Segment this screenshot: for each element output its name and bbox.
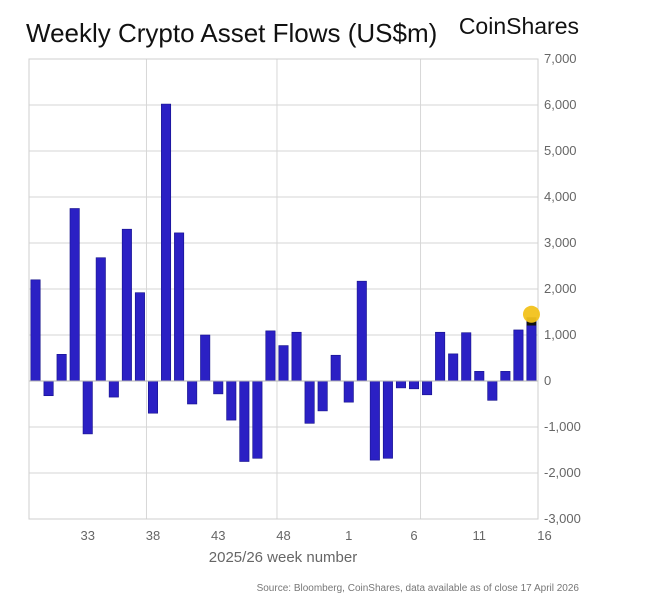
bar xyxy=(330,354,341,382)
bar xyxy=(30,279,41,382)
bar xyxy=(448,353,459,382)
bar xyxy=(121,228,132,382)
bar xyxy=(317,380,328,412)
bar xyxy=(265,330,276,382)
bar xyxy=(395,380,406,389)
bar xyxy=(56,354,67,382)
x-tick-label: 38 xyxy=(146,528,160,543)
x-tick-label: 16 xyxy=(537,528,551,543)
bar xyxy=(343,380,354,403)
bar xyxy=(252,380,263,459)
bar xyxy=(174,232,185,382)
y-tick-label: -1,000 xyxy=(544,419,581,434)
bar xyxy=(226,380,237,421)
bar xyxy=(187,380,198,405)
bar xyxy=(134,292,145,382)
y-tick-label: 3,000 xyxy=(544,235,577,250)
y-tick-label: 0 xyxy=(544,373,551,388)
bar xyxy=(304,380,315,424)
bar xyxy=(239,380,250,462)
source-note: Source: Bloomberg, CoinShares, data avai… xyxy=(257,583,580,594)
y-tick-label: 5,000 xyxy=(544,143,577,158)
bar xyxy=(526,317,537,382)
bar xyxy=(291,331,302,382)
y-tick-label: 7,000 xyxy=(544,51,577,66)
bar xyxy=(382,380,393,459)
bar xyxy=(474,371,485,382)
x-tick-label: 48 xyxy=(276,528,290,543)
x-tick-label: 6 xyxy=(410,528,417,543)
bar xyxy=(356,280,367,382)
bar xyxy=(435,331,446,382)
bar xyxy=(409,380,420,390)
bar xyxy=(69,208,80,382)
y-tick-label: 1,000 xyxy=(544,327,577,342)
bar xyxy=(161,103,172,382)
bar xyxy=(200,334,211,382)
y-tick-label: -2,000 xyxy=(544,465,581,480)
y-tick-label: -3,000 xyxy=(544,511,581,526)
bar xyxy=(369,380,380,461)
bar xyxy=(213,380,224,395)
y-tick-label: 6,000 xyxy=(544,97,577,112)
y-axis-ticks: 7,000 6,000 5,000 4,000 3,000 2,000 1,000 0 -1,0… xyxy=(544,51,581,526)
bar xyxy=(513,329,524,382)
y-tick-label: 4,000 xyxy=(544,189,577,204)
x-tick-label: 43 xyxy=(211,528,225,543)
bar xyxy=(278,345,289,382)
bar-series xyxy=(30,103,537,462)
chart-title: Weekly Crypto Asset Flows (US$m) xyxy=(26,18,437,48)
bar xyxy=(43,380,54,397)
bar xyxy=(461,332,472,382)
bar xyxy=(500,371,511,382)
bar xyxy=(95,257,106,382)
x-axis-ticks: 33 38 43 48 1 6 11 16 xyxy=(80,528,551,543)
latest-week-marker xyxy=(522,305,540,323)
bar xyxy=(108,380,119,398)
bar xyxy=(487,380,498,401)
plot-frame xyxy=(28,58,539,520)
x-axis-label: 2025/26 week number xyxy=(209,549,357,566)
bar xyxy=(422,380,433,396)
x-gridlines xyxy=(145,59,422,519)
x-tick-label: 11 xyxy=(473,528,487,543)
bar xyxy=(147,380,158,414)
brand-logo: CoinShares xyxy=(459,13,579,39)
x-tick-label: 1 xyxy=(345,528,352,543)
y-tick-label: 2,000 xyxy=(544,281,577,296)
x-tick-label: 33 xyxy=(80,528,94,543)
bar xyxy=(82,380,93,435)
